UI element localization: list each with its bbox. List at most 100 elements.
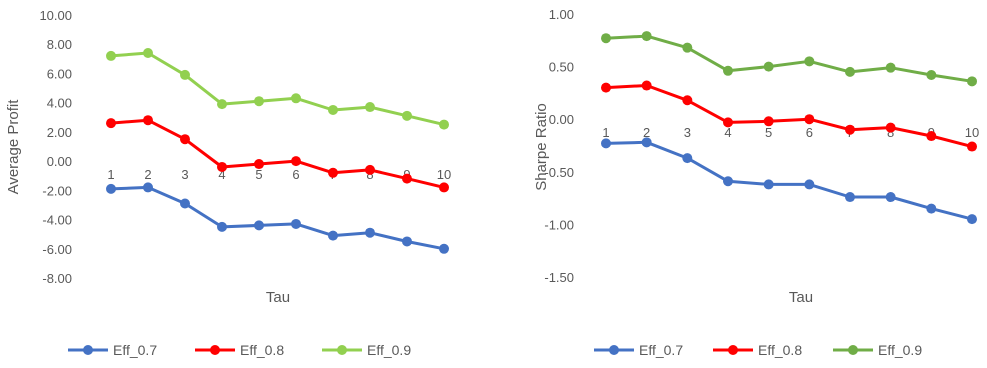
chart1-series-line <box>110 51 445 127</box>
chart1-data-point <box>328 230 338 241</box>
chart2-legend-swatch-marker <box>609 345 619 355</box>
chart2-y-tick-label: 1.00 <box>549 7 574 22</box>
chart2-data-point <box>682 153 693 164</box>
chart2-data-point <box>926 203 937 214</box>
chart1-data-point <box>254 220 264 231</box>
chart2-data-point <box>763 61 774 72</box>
chart2-legend-label: Eff_0.8 <box>758 342 802 358</box>
chart1-y-tick-label: -2.00 <box>42 183 72 198</box>
chart2-data-point <box>926 70 937 81</box>
chart1-data-point <box>217 99 227 110</box>
chart2-data-point <box>967 141 977 152</box>
chart1-legend-label: Eff_0.9 <box>367 342 411 358</box>
chart2-series-line <box>605 140 973 221</box>
chart2-data-point <box>723 176 733 187</box>
chart1-legend-label: Eff_0.8 <box>240 342 284 358</box>
chart1-data-point <box>328 167 338 178</box>
chart1-data-point <box>217 221 227 232</box>
chart1-data-point <box>291 156 301 167</box>
chart1-data-point <box>365 164 375 175</box>
chart1-x-tick-label: 1 <box>107 167 114 182</box>
chart1-x-tick-label: 2 <box>144 167 151 182</box>
chart2-data-point <box>804 56 815 67</box>
chart2-y-tick-label: 0.00 <box>549 112 574 127</box>
chart1-data-point <box>402 173 412 184</box>
chart1-data-point <box>402 110 412 121</box>
chart2-y-tick-label: 0.50 <box>549 60 574 75</box>
chart2-data-point <box>641 31 652 42</box>
chart1-data-point <box>254 96 264 107</box>
chart2-data-point <box>723 65 733 76</box>
chart1-x-axis-title: Tau <box>266 289 290 306</box>
chart1-data-point <box>180 69 190 80</box>
chart1-data-point <box>402 236 412 247</box>
chart1-data-point <box>439 119 449 130</box>
chart1-x-tick-label: 4 <box>218 167 225 182</box>
chart1-data-point <box>106 50 116 61</box>
chart1-data-point <box>365 227 375 238</box>
chart1-series-line <box>110 185 445 251</box>
chart1-data-point <box>365 102 375 113</box>
chart2-data-point <box>967 214 977 225</box>
chart1-y-tick-label: 10.00 <box>39 8 72 23</box>
chart2-x-axis-title: Tau <box>789 289 813 306</box>
chart1-data-point <box>180 134 190 145</box>
chart2-data-point <box>885 122 896 133</box>
chart1-data-point <box>291 93 301 104</box>
chart2-data-point <box>723 117 733 128</box>
chart2-data-point <box>641 80 652 91</box>
chart2-data-point <box>763 116 774 127</box>
chart1-legend-swatch-marker <box>210 345 220 355</box>
chart2-data-point <box>682 42 693 53</box>
chart2-legend-swatch-marker <box>848 345 858 355</box>
chart2-y-tick-label: -1.00 <box>544 217 574 232</box>
chart2-x-tick-label: 4 <box>724 125 731 140</box>
chart1-data-point <box>180 198 190 209</box>
chart2-y-tick-label: -1.50 <box>544 270 574 285</box>
chart1-y-tick-label: -8.00 <box>42 271 72 286</box>
chart1-y-tick-label: 4.00 <box>47 96 72 111</box>
chart2-data-point <box>601 33 611 44</box>
chart1-x-tick-label: 5 <box>255 167 262 182</box>
chart1-data-point <box>143 115 153 126</box>
chart1-data-point <box>254 159 264 170</box>
chart2-legend-swatch-marker <box>728 345 738 355</box>
chart2-data-point <box>885 62 896 73</box>
chart2-y-axis-title: Sharpe Ratio <box>533 103 550 191</box>
chart2-x-tick-label: 10 <box>965 125 979 140</box>
chart1-data-point <box>291 218 301 229</box>
chart2-x-tick-label: 2 <box>643 125 650 140</box>
chart1-data-point <box>143 182 153 193</box>
chart2-x-tick-label: 5 <box>765 125 772 140</box>
chart1-y-tick-label: 8.00 <box>47 37 72 52</box>
chart2-data-point <box>763 179 774 190</box>
chart1-y-tick-label: -4.00 <box>42 213 72 228</box>
chart2-data-point <box>845 192 855 203</box>
chart2-data-point <box>601 82 611 93</box>
chart2-legend-label: Eff_0.9 <box>878 342 922 358</box>
chart2-x-tick-label: 3 <box>684 125 691 140</box>
chart1-y-tick-label: 6.00 <box>47 66 72 81</box>
chart1-legend-swatch-marker <box>337 345 347 355</box>
chart1-y-tick-label: -6.00 <box>42 242 72 257</box>
chart1-legend-label: Eff_0.7 <box>113 342 157 358</box>
chart2-data-point <box>804 114 815 125</box>
chart2-x-tick-label: 6 <box>806 125 813 140</box>
chart2-y-tick-label: -0.50 <box>544 165 574 180</box>
chart1-data-point <box>439 182 449 193</box>
chart2-series-line <box>605 34 973 83</box>
chart2-legend-label: Eff_0.7 <box>639 342 683 358</box>
chart2-data-point <box>641 137 652 148</box>
chart1-data-point <box>143 47 153 58</box>
chart2-data-point <box>967 76 977 87</box>
chart1-y-tick-label: 0.00 <box>47 154 72 169</box>
chart1-data-point <box>106 183 116 194</box>
chart1-y-tick-label: 2.00 <box>47 125 72 140</box>
chart2-data-point <box>845 66 855 77</box>
chart1-series-line <box>110 118 445 189</box>
chart2-data-point <box>804 179 815 190</box>
chart1-x-tick-label: 6 <box>292 167 299 182</box>
chart1-data-point <box>328 104 338 115</box>
